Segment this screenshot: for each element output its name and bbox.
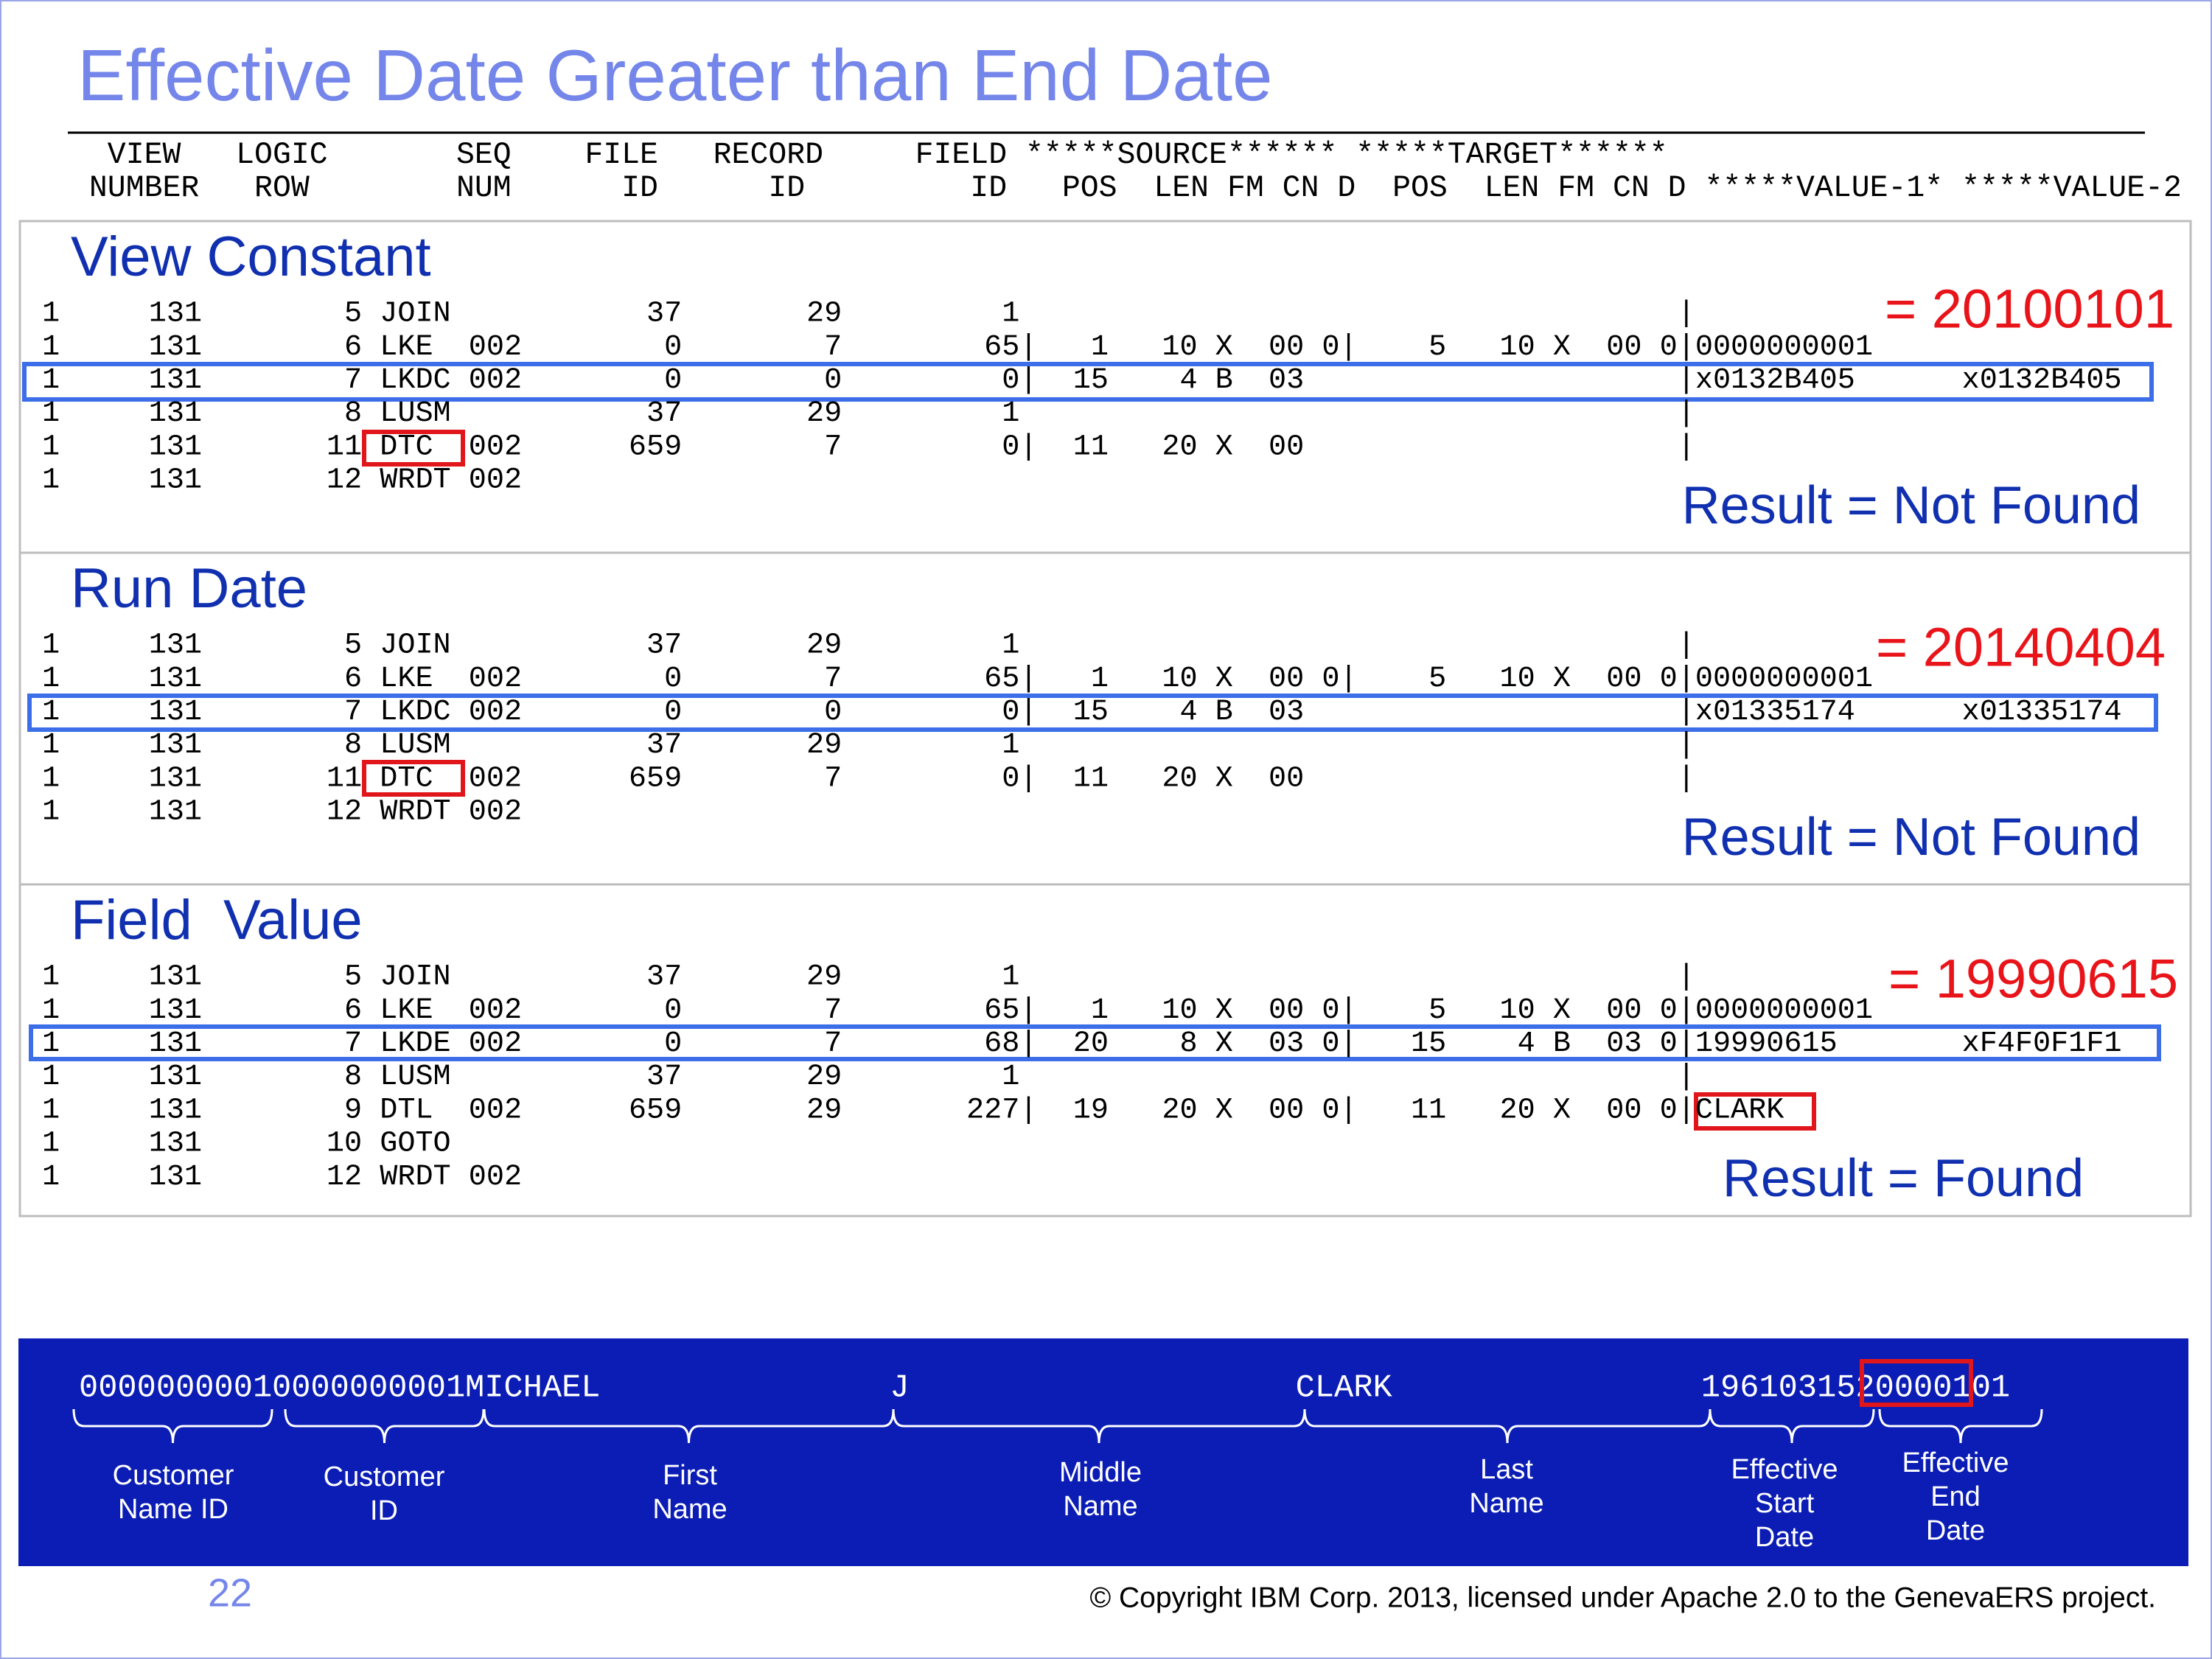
brace [72,1408,273,1444]
trace-row: 1 131 9 DTL 002 659 29 227| 19 20 X 00 0… [42,1094,1784,1127]
row-highlight [22,362,2154,402]
compare-value: = 20100101 [1885,279,2174,340]
field-highlight [1860,1359,1973,1407]
field-label: Effective [1731,1454,1838,1485]
field-highlight [362,760,465,797]
field-label: Last [1480,1454,1533,1485]
trace-row: 1 131 5 JOIN 37 29 1 | [42,298,1695,331]
brace [1878,1408,2043,1444]
record-value: MICHAEL [465,1371,601,1407]
brace [892,1408,1306,1444]
field-label: Name [652,1494,727,1525]
field-label: Date [1755,1522,1814,1553]
field-label: ID [370,1495,398,1526]
trace-row: 1 131 10 GOTO [42,1128,451,1161]
section-heading: Field Value [71,889,363,951]
content: VIEW LOGIC SEQ FILE RECORD FIELD *****SO… [42,138,2182,1615]
field-label: Effective [1902,1447,2009,1478]
field-label: Name [1469,1488,1543,1519]
trace-row: 1 131 7 LKDC 002 0 0 0| 15 4 B 03 |x0132… [42,364,2122,397]
field-label: End [1930,1481,1981,1512]
trace-row: 1 131 11 DTC 002 659 7 0| 11 20 X 00 | [42,430,1695,464]
copyright: © Copyright IBM Corp. 2013, licensed und… [1089,1582,2156,1613]
record-value: CLARK [1296,1371,1393,1407]
brace [284,1408,485,1444]
field-highlight [1694,1092,1816,1131]
result-text: Result = Not Found [1682,476,2141,535]
brace [1709,1408,1875,1444]
record-value: J [890,1371,909,1407]
trace-row: 1 131 8 LUSM 37 29 1 | [42,1061,1695,1094]
section-heading: Run Date [71,557,307,620]
section-panel [18,883,2192,1218]
page-number: 22 [208,1571,252,1615]
trace-row: 1 131 8 LUSM 37 29 1 | [42,729,1695,762]
result-text: Result = Not Found [1682,808,2141,867]
record-value: 20000101 [1855,1371,2010,1407]
trace-row: 1 131 11 DTC 002 659 7 0| 11 20 X 00 | [42,762,1695,795]
record-value: 0000000001 [79,1371,272,1407]
field-label: Customer [324,1461,445,1492]
field-highlight [362,430,465,467]
brace [1303,1408,1712,1444]
compare-value: = 20140404 [1876,617,2166,678]
column-header: NUMBER ROW NUM ID ID ID POS LEN FM CN D … [71,171,2182,206]
trace-row: 1 131 12 WRDT 002 [42,464,522,497]
slide-title: Effective Date Greater than End Date [77,35,1273,116]
field-label: Date [1926,1515,1985,1546]
record-value: 19610315 [1701,1371,1856,1407]
field-label: Middle [1059,1457,1142,1488]
trace-row: 1 131 12 WRDT 002 [42,796,522,829]
section-heading: View Constant [71,226,431,288]
trace-row: 1 131 6 LKE 002 0 7 65| 1 10 X 00 0| 5 1… [42,994,1873,1027]
column-header: VIEW LOGIC SEQ FILE RECORD FIELD *****SO… [71,138,1668,172]
record-banner [18,1338,2188,1566]
field-label: Name ID [118,1494,228,1525]
compare-value: = 19990615 [1888,949,2178,1010]
result-text: Result = Found [1723,1149,2084,1208]
field-label: First [663,1460,717,1491]
trace-row: 1 131 6 LKE 002 0 7 65| 1 10 X 00 0| 5 1… [42,663,1873,696]
trace-row: 1 131 7 LKDC 002 0 0 0| 15 4 B 03 |x0133… [42,696,2122,729]
brace [483,1408,895,1444]
trace-row: 1 131 12 WRDT 002 [42,1161,522,1194]
field-label: Start [1755,1488,1815,1519]
trace-row: 1 131 5 JOIN 37 29 1 | [42,961,1695,994]
record-value: 0000000001 [272,1371,465,1407]
field-label: Customer [113,1460,234,1491]
trace-row: 1 131 8 LUSM 37 29 1 | [42,397,1695,430]
field-label: Name [1063,1491,1137,1522]
row-highlight [27,694,2158,732]
trace-row: 1 131 6 LKE 002 0 7 65| 1 10 X 00 0| 5 1… [42,331,1873,364]
trace-row: 1 131 5 JOIN 37 29 1 | [42,629,1695,663]
row-highlight [29,1024,2161,1061]
trace-row: 1 131 7 LKDE 002 0 7 68| 20 8 X 03 0| 15… [42,1027,2122,1061]
